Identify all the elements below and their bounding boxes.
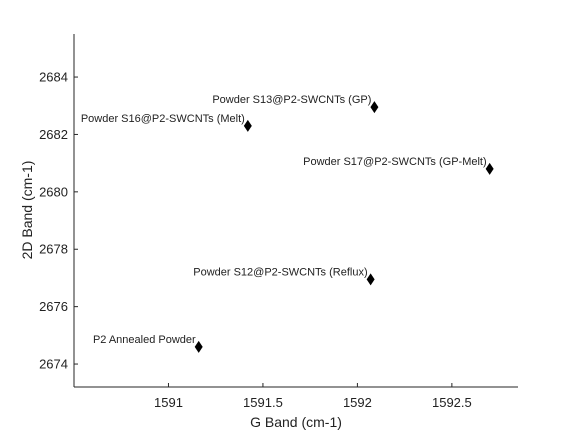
y-tick-label: 2682: [39, 127, 68, 142]
x-axis-label: G Band (cm-1): [250, 414, 342, 430]
y-tick-label: 2684: [39, 70, 68, 85]
data-point: [243, 119, 252, 132]
data-point-label: Powder S13@P2-SWCNTs (GP): [212, 94, 371, 106]
data-point-label: Powder S17@P2-SWCNTs (GP-Melt): [303, 156, 487, 168]
data-point: [194, 340, 203, 353]
data-point: [485, 162, 494, 175]
data-point-label: P2 Annealed Powder: [93, 334, 196, 346]
y-tick-label: 2676: [39, 299, 68, 314]
data-point-label: Powder S16@P2-SWCNTs (Melt): [81, 113, 245, 125]
y-tick-label: 2678: [39, 242, 68, 257]
x-tick-label: 1592: [343, 395, 372, 410]
x-tick-label: 1591: [154, 395, 183, 410]
x-tick-label: 1591.5: [243, 395, 283, 410]
x-tick-label: 1592.5: [432, 395, 472, 410]
data-point: [370, 101, 379, 114]
y-axis-label: 2D Band (cm-1): [19, 161, 35, 260]
y-ticks: 2674 2676 2678 2680 2682 2684: [39, 70, 78, 372]
point-labels: P2 Annealed Powder Powder S12@P2-SWCNTs (…: [81, 94, 487, 346]
y-tick-label: 2680: [39, 184, 68, 199]
axes: [73, 34, 518, 388]
y-tick-label: 2674: [39, 357, 68, 372]
data-point: [366, 273, 375, 286]
data-points: [194, 101, 494, 353]
data-point-label: Powder S12@P2-SWCNTs (Reflux): [193, 266, 367, 278]
x-ticks: 1591 1591.5 1592 1592.5: [154, 383, 472, 410]
